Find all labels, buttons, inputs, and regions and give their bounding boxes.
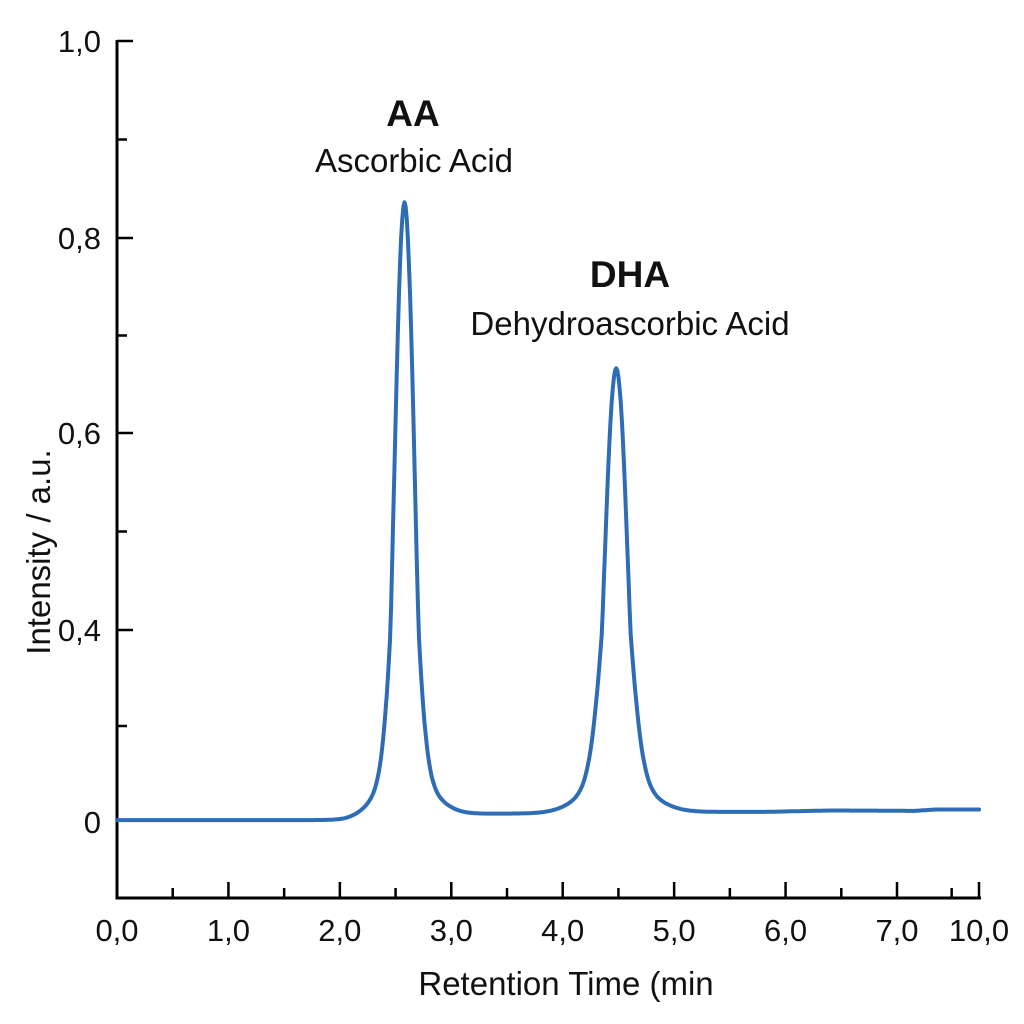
x-tick-label: 3,0	[430, 913, 473, 948]
y-tick-label: 0,8	[58, 221, 101, 256]
x-tick-label: 4,0	[541, 913, 584, 948]
x-tick-label: 6,0	[764, 913, 807, 948]
x-axis-title: Retention Time (min	[418, 965, 713, 1002]
peak-dha-abbr-label: DHA	[590, 254, 670, 295]
y-tick-label: 0	[84, 805, 101, 840]
y-axis-title: Intensity / a.u.	[20, 449, 57, 654]
x-tick-label: 0,0	[95, 913, 138, 948]
y-tick-label: 0,6	[58, 416, 101, 451]
curve-layer	[115, 200, 981, 823]
y-tick-label: 1,0	[58, 24, 101, 59]
x-tick-label: 7,0	[875, 913, 918, 948]
peak-dha-name-label: Dehydroascorbic Acid	[470, 305, 789, 342]
x-tick-label: 2,0	[318, 913, 361, 948]
x-tick-label: 1,0	[207, 913, 250, 948]
peak-aa-abbr-label: AA	[386, 93, 439, 134]
x-tick-label: 5,0	[653, 913, 696, 948]
tick-layer: 0,0 1,0 2,0 3,0 4,0 5,0 6,0 7,0 10,0 1,0 0,8 0,6 0,4…	[58, 24, 1009, 948]
x-tick-label: 10,0	[949, 913, 1009, 948]
chromatogram-trace	[115, 200, 981, 823]
y-tick-label: 0,4	[58, 613, 101, 648]
peak-aa-name-label: Ascorbic Acid	[315, 142, 513, 179]
